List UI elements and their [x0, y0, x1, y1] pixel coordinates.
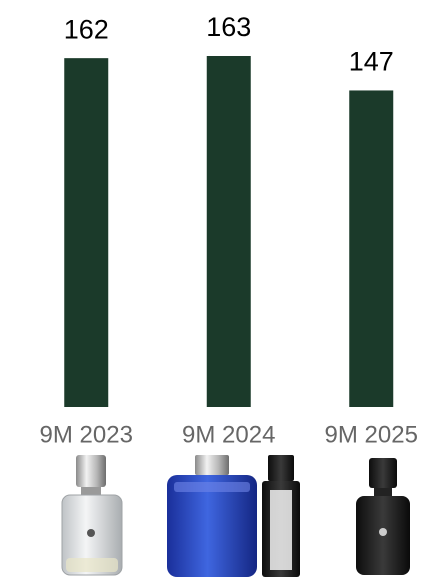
bar: [349, 90, 394, 408]
x-tick-label: 9M 2025: [325, 421, 418, 448]
value-label: 163: [206, 12, 251, 42]
bottle-explorer-platinum: [61, 455, 123, 576]
bottle-explorer-black: [356, 458, 410, 575]
bottle-legend-black: [262, 455, 300, 577]
bar: [206, 56, 251, 407]
bottle-legend-blue: [167, 455, 257, 577]
x-tick-label: 9M 2024: [182, 421, 275, 448]
product-images: [61, 455, 410, 577]
x-tick-label: 9M 2023: [40, 421, 133, 448]
value-label: 162: [64, 14, 109, 44]
bar: [64, 58, 109, 407]
value-label: 147: [349, 47, 394, 77]
